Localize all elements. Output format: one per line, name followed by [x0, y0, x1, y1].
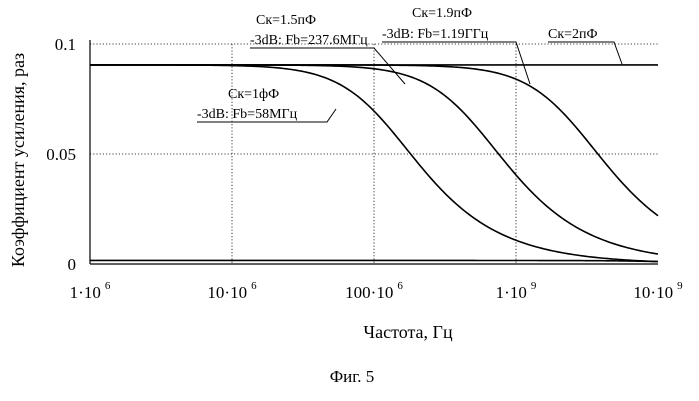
annotation-ck-1-9pf-name: Ск=1.9пФ: [412, 6, 472, 21]
annotation-ck-1-5pf-name: Ск=1.5пФ: [256, 13, 316, 28]
annotation-ck-1ff: Ск=1фФ -3dB: Fb=58МГц: [197, 87, 336, 122]
x-tick-label: 10·106: [207, 280, 257, 302]
figure-caption: Фиг. 5: [330, 367, 375, 386]
y-axis-label: Коэффициент усиления, раз: [8, 53, 28, 267]
x-tick-label: 1·109: [496, 280, 537, 302]
annotation-ck-1-5pf: Ск=1.5пФ -3dB: Fb=237.6МГц: [250, 13, 405, 84]
tick-labels: 1·106 10·106 100·106 1·109 10·109 0 0.05 0.1: [46, 35, 683, 302]
annotation-ck-1-9pf-note: -3dB: Fb=1.19ГГц: [382, 27, 489, 42]
x-tick-label: 10·109: [633, 280, 683, 302]
y-tick-label: 0: [68, 255, 77, 274]
y-tick-label: 0.05: [46, 145, 76, 164]
y-tick-label: 0.1: [55, 35, 76, 54]
annotation-ck-2pf: Ск=2пФ: [548, 27, 622, 64]
x-tick-label: 1·106: [70, 280, 111, 302]
annotation-ck-1-9pf: Ск=1.9пФ -3dB: Fb=1.19ГГц: [382, 6, 530, 84]
leader-ck-2pf: [548, 42, 622, 64]
annotation-ck-1-5pf-note: -3dB: Fb=237.6МГц: [250, 33, 368, 48]
annotation-ck-1ff-name: Ск=1фФ: [228, 87, 279, 102]
series-line-4: [90, 260, 658, 261]
x-axis-label: Частота, Гц: [363, 322, 453, 342]
annotation-ck-1ff-note: -3dB: Fb=58МГц: [197, 107, 298, 122]
grid: [90, 44, 658, 264]
annotation-ck-2pf-name: Ск=2пФ: [548, 27, 598, 42]
x-tick-label: 100·106: [345, 280, 403, 302]
leader-ck-1-9pf: [382, 42, 530, 84]
